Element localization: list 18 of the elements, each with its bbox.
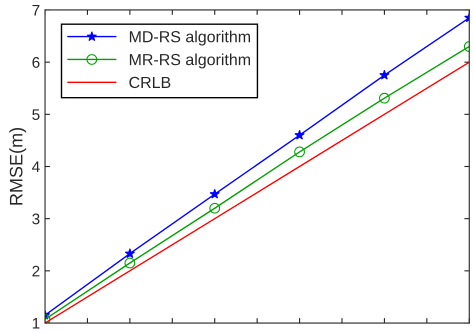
- y-tick-label: 5: [32, 109, 40, 120]
- y-tick-label: 3: [32, 214, 40, 224]
- legend-label: MR-RS algorithm: [130, 54, 250, 68]
- point: [294, 130, 305, 140]
- point: [209, 202, 220, 214]
- y-axis-title: RMSE(m): [9, 128, 26, 205]
- y-tick-label: 1: [32, 318, 40, 329]
- point: [379, 92, 390, 104]
- y-tick-label: 7: [32, 5, 40, 16]
- y-tick-label: 4: [32, 162, 40, 172]
- legend-label: CRLB: [129, 76, 170, 88]
- point: [379, 70, 390, 80]
- point: [210, 188, 220, 199]
- point: [124, 248, 136, 258]
- point: [294, 146, 305, 158]
- y-tick-label: 2: [32, 266, 40, 276]
- y-tick-label: 6: [32, 57, 40, 68]
- legend-label: MD-RS algorithm: [130, 30, 250, 46]
